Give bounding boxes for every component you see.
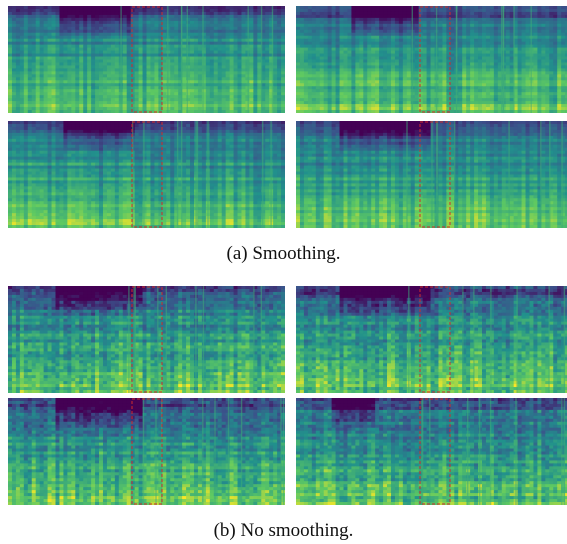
spectrogram-a-3 (8, 121, 285, 228)
spectrogram-image (8, 6, 285, 113)
spectrogram-image (8, 286, 285, 393)
spectrogram-a-1 (8, 6, 285, 113)
spectrogram-a-2 (296, 6, 567, 113)
highlight-box (131, 121, 163, 228)
highlight-box (131, 286, 163, 393)
highlight-box (419, 398, 451, 505)
spectrogram-image (8, 121, 285, 228)
highlight-box (419, 286, 451, 393)
highlight-box (419, 121, 451, 228)
spectrogram-b-3 (8, 398, 285, 505)
highlight-box (131, 398, 163, 505)
spectrogram-image (8, 398, 285, 505)
spectrogram-image (296, 121, 567, 228)
spectrogram-image (296, 398, 567, 505)
highlight-box (131, 6, 163, 113)
spectrogram-a-4 (296, 121, 567, 228)
spectrogram-image (296, 286, 567, 393)
spectrogram-b-4 (296, 398, 567, 505)
spectrogram-b-1 (8, 286, 285, 393)
caption-b: (b) No smoothing. (0, 520, 567, 542)
caption-a: (a) Smoothing. (0, 243, 567, 265)
spectrogram-image (296, 6, 567, 113)
spectrogram-b-2 (296, 286, 567, 393)
highlight-box (419, 6, 451, 113)
